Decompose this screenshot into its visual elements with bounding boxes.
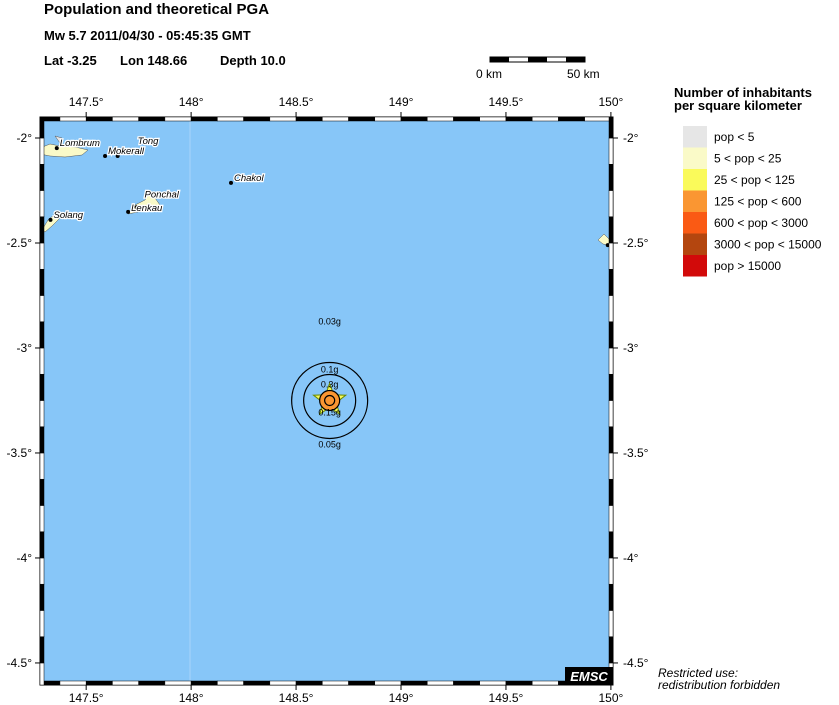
lat-tick-label-right: -3° <box>623 341 639 355</box>
lat-tick-label: -2.5° <box>7 236 33 250</box>
lat-tick-label-right: -3.5° <box>623 446 649 460</box>
legend-swatch <box>683 147 707 169</box>
legend-swatch <box>683 190 707 212</box>
svg-text:EMSC: EMSC <box>570 669 608 684</box>
town-marker <box>54 146 59 151</box>
title: Population and theoretical PGA <box>44 1 269 18</box>
axis-labels: 147.5° 147.5° 148° 148° 148.5° 148.5° 149° 149°… <box>7 95 649 705</box>
town-marker <box>48 217 53 222</box>
legend-label: pop < 5 <box>714 130 755 144</box>
legend-label: 5 < pop < 25 <box>714 152 782 166</box>
pga-label: 0.15g <box>318 407 341 417</box>
lon-tick-label: 148.5° <box>279 95 314 109</box>
legend-swatch <box>683 255 707 277</box>
pga-contour-inner <box>319 389 341 412</box>
lon-tick-label: 148° <box>179 95 204 109</box>
map-frame <box>39 116 614 686</box>
island-solang <box>41 213 61 233</box>
town-marker <box>229 180 233 185</box>
legend-swatch <box>683 126 707 148</box>
lat-tick-label-right: -2.5° <box>623 236 649 250</box>
town-marker <box>126 209 131 214</box>
legend-swatch <box>683 169 707 191</box>
scale-bar: 0 km 50 km <box>476 56 600 81</box>
town-label: Chakol <box>234 173 264 184</box>
pga-label: 0.3g <box>321 379 339 389</box>
lon-tick-label-bottom: 150° <box>598 691 623 705</box>
lon-tick-label: 150° <box>598 95 623 109</box>
legend-label: 600 < pop < 3000 <box>714 216 808 230</box>
legend-label: pop > 15000 <box>714 259 781 273</box>
town-label: Tong <box>138 136 159 147</box>
lat-tick-label-right: -2° <box>623 131 639 145</box>
scale-start: 0 km <box>476 67 502 81</box>
restriction-note-2: redistribution forbidden <box>658 678 780 692</box>
lon-tick-label: 149° <box>389 95 414 109</box>
pga-label: 0.05g <box>318 439 341 449</box>
lat-label: Lat -3.25 <box>44 53 97 68</box>
pga-contour-core <box>324 394 336 407</box>
legend-label: 125 < pop < 600 <box>714 195 802 209</box>
lon-tick-label-bottom: 149° <box>389 691 414 705</box>
pga-label: 0.03g <box>318 316 341 326</box>
lat-tick-label-right: -4.5° <box>623 656 649 670</box>
pga-contour-outer <box>291 361 369 440</box>
town-marker <box>103 154 108 159</box>
lon-tick-label-bottom: 149.5° <box>489 691 524 705</box>
town-label: Solang <box>53 210 83 221</box>
legend-label: 25 < pop < 125 <box>714 173 795 187</box>
event-info: Mw 5.7 2011/04/30 - 05:45:35 GMT <box>44 28 251 43</box>
lat-tick-label: -2° <box>17 131 33 145</box>
emsc-logo: EMSC <box>565 667 613 685</box>
scale-end: 50 km <box>567 67 600 81</box>
depth-label: Depth 10.0 <box>220 53 286 68</box>
lat-tick-label: -3.5° <box>7 446 33 460</box>
lon-tick-label: 149.5° <box>489 95 524 109</box>
lat-tick-label-right: -4° <box>623 551 639 565</box>
restriction-note-1: Restricted use: <box>658 666 738 680</box>
town-label: Lenkau <box>131 203 163 214</box>
pga-label: 0.1g <box>321 364 339 374</box>
town-label: Ponchal <box>145 189 180 200</box>
lon-tick-label-bottom: 148.5° <box>279 691 314 705</box>
lat-tick-label: -4° <box>17 551 33 565</box>
town-marker <box>134 205 139 210</box>
legend-title-1: Number of inhabitants <box>674 85 812 100</box>
legend-swatch <box>683 212 707 234</box>
lat-tick-label: -3° <box>17 341 33 355</box>
lon-label: Lon 148.66 <box>120 53 187 68</box>
legend-title-2: per square kilometer <box>674 98 802 113</box>
lat-tick-label: -4.5° <box>7 656 33 670</box>
pga-contours: 0.03g 0.1g 0.3g 0.15g 0.05g <box>291 316 369 449</box>
town-label: Lombrum <box>60 138 100 149</box>
lon-tick-label: 147.5° <box>69 95 104 109</box>
lon-tick-label-bottom: 147.5° <box>69 691 104 705</box>
island-manus <box>39 143 89 158</box>
legend-label: 3000 < pop < 15000 <box>714 238 822 252</box>
town-marker <box>115 154 120 159</box>
island-small <box>54 135 63 144</box>
lon-tick-label-bottom: 148° <box>179 691 204 705</box>
legend: Number of inhabitants per square kilomet… <box>674 85 822 277</box>
town-label: Mokerall <box>108 146 145 157</box>
pga-contour-mid <box>303 373 357 428</box>
legend-swatch <box>683 233 707 255</box>
